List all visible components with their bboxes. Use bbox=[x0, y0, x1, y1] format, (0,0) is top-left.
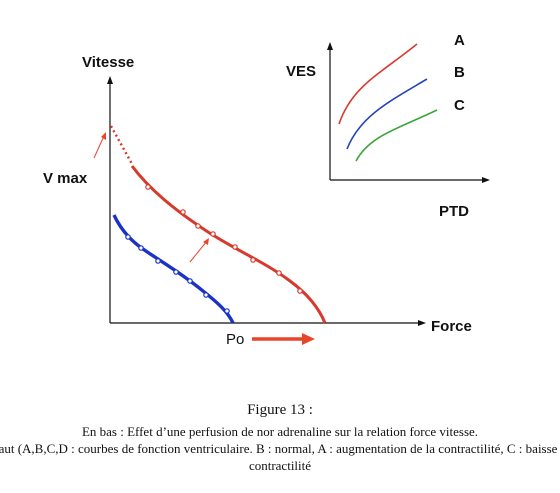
inset-x-axis-arrowhead bbox=[482, 177, 490, 183]
inset-y-axis-label: VES bbox=[286, 63, 316, 80]
blue-point bbox=[187, 278, 193, 284]
red-point bbox=[145, 184, 151, 190]
main-y-axis-label: Vitesse bbox=[82, 54, 134, 71]
blue-point bbox=[224, 308, 230, 314]
red-point bbox=[210, 231, 216, 237]
figure-title: Figure 13 : bbox=[247, 402, 313, 418]
red-point bbox=[276, 270, 282, 276]
blue-point bbox=[173, 269, 179, 275]
blue-force-velocity-curve bbox=[112, 214, 235, 324]
inset-curve-c bbox=[355, 109, 438, 162]
red-curve-extrapolation bbox=[109, 125, 134, 165]
blue-point bbox=[203, 292, 209, 298]
blue-point bbox=[155, 258, 161, 264]
blue-curve-points bbox=[125, 234, 230, 314]
red-point bbox=[180, 209, 186, 215]
main-x-axis-label: Force bbox=[431, 318, 472, 335]
red-force-velocity-curve bbox=[130, 165, 327, 324]
vmax-label: V max bbox=[43, 170, 88, 187]
main-y-axis-arrowhead bbox=[107, 76, 113, 84]
caption-line-3: contractilité bbox=[248, 458, 312, 473]
red-curve-points bbox=[145, 184, 303, 294]
main-x-axis-arrowhead bbox=[418, 320, 426, 326]
caption-line-2: En haut (A,B,C,D : courbes de fonction v… bbox=[0, 441, 560, 456]
inset-curve-c-label: C bbox=[454, 97, 465, 114]
po-label: Po bbox=[226, 331, 244, 348]
inset-curve-b bbox=[346, 78, 428, 150]
blue-point bbox=[138, 245, 144, 251]
inset-curve-a bbox=[338, 43, 418, 125]
inset-curve-a-label: A bbox=[454, 32, 465, 49]
po-arrow-head bbox=[302, 333, 315, 345]
red-point bbox=[297, 288, 303, 294]
caption-line-1: En bas : Effet d’une perfusion de nor ad… bbox=[81, 424, 479, 439]
inset-y-axis-arrowhead bbox=[327, 42, 333, 50]
curve-shift-arrow bbox=[189, 240, 208, 263]
red-point bbox=[250, 257, 256, 263]
red-point bbox=[195, 223, 201, 229]
curve-shift-arrowhead bbox=[203, 238, 209, 245]
force-velocity-diagram: Vitesse Force V max Po VES PTD bbox=[43, 32, 490, 348]
vmax-shift-arrowhead bbox=[101, 132, 106, 140]
red-point bbox=[232, 244, 238, 250]
inset-x-axis-label: PTD bbox=[439, 203, 469, 220]
blue-point bbox=[125, 234, 131, 240]
vmax-shift-arrow bbox=[93, 135, 105, 159]
inset-curve-b-label: B bbox=[454, 64, 465, 81]
